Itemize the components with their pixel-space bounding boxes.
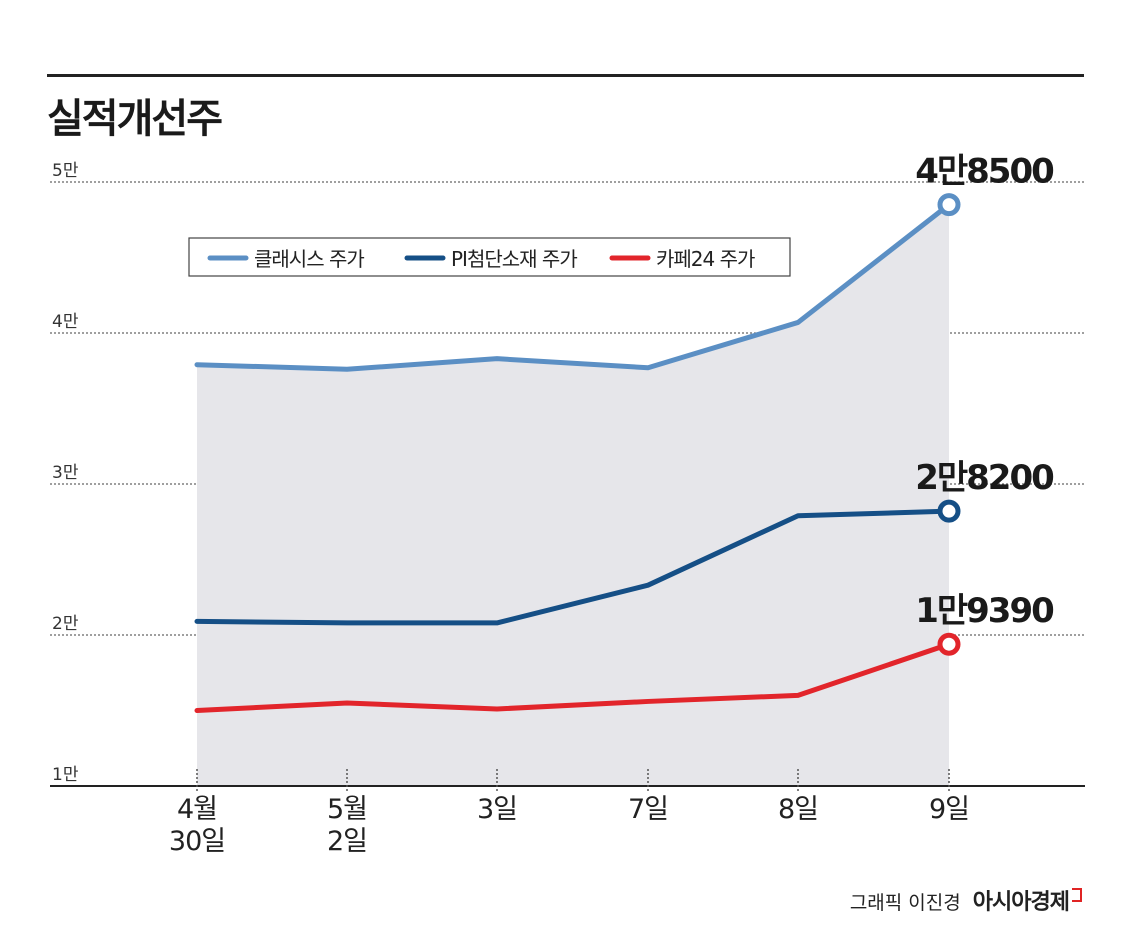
y-tick-label: 2만 [52,614,79,634]
area-fill [197,204,949,786]
series-line [194,641,952,713]
series-end-label: 2만8200 [915,458,1054,498]
legend-label: PI첨단소재 주가 [451,247,577,271]
series-end-marker [937,193,961,217]
x-tick-label: 30일 [169,826,225,857]
top-rule [47,74,1084,77]
x-tick-label: 4월 [177,794,217,825]
series-line [194,508,952,626]
y-tick-label: 1만 [52,765,79,785]
x-tick-label: 3일 [477,794,517,825]
y-tick-label: 5만 [52,161,79,181]
x-tick-label: 7일 [628,794,668,825]
x-tick-label: 2일 [327,826,367,857]
brand-logo: 아시아경제 [972,890,1070,915]
x-tick-label: 5월 [327,794,367,825]
y-tick-label: 3만 [52,463,79,483]
legend-box [188,237,791,277]
chart-title: 실적개선주 [47,96,223,142]
series-end-marker [937,632,961,656]
x-tick-label: 9일 [929,794,969,825]
y-tick-label: 4만 [52,312,79,332]
series-end-label: 1만9390 [915,591,1054,631]
x-tick-label: 8일 [778,794,818,825]
series-end-label: 4만8500 [915,152,1054,192]
credit: 그래픽 이진경 아시아경제 [850,884,1082,916]
brand-mark-icon [1072,887,1082,902]
series-line [194,202,952,372]
series-end-marker [937,499,961,523]
credit-byline: 그래픽 이진경 [849,892,961,914]
legend-label: 카페24 주가 [656,247,755,271]
legend-label: 클래시스 주가 [254,247,364,271]
